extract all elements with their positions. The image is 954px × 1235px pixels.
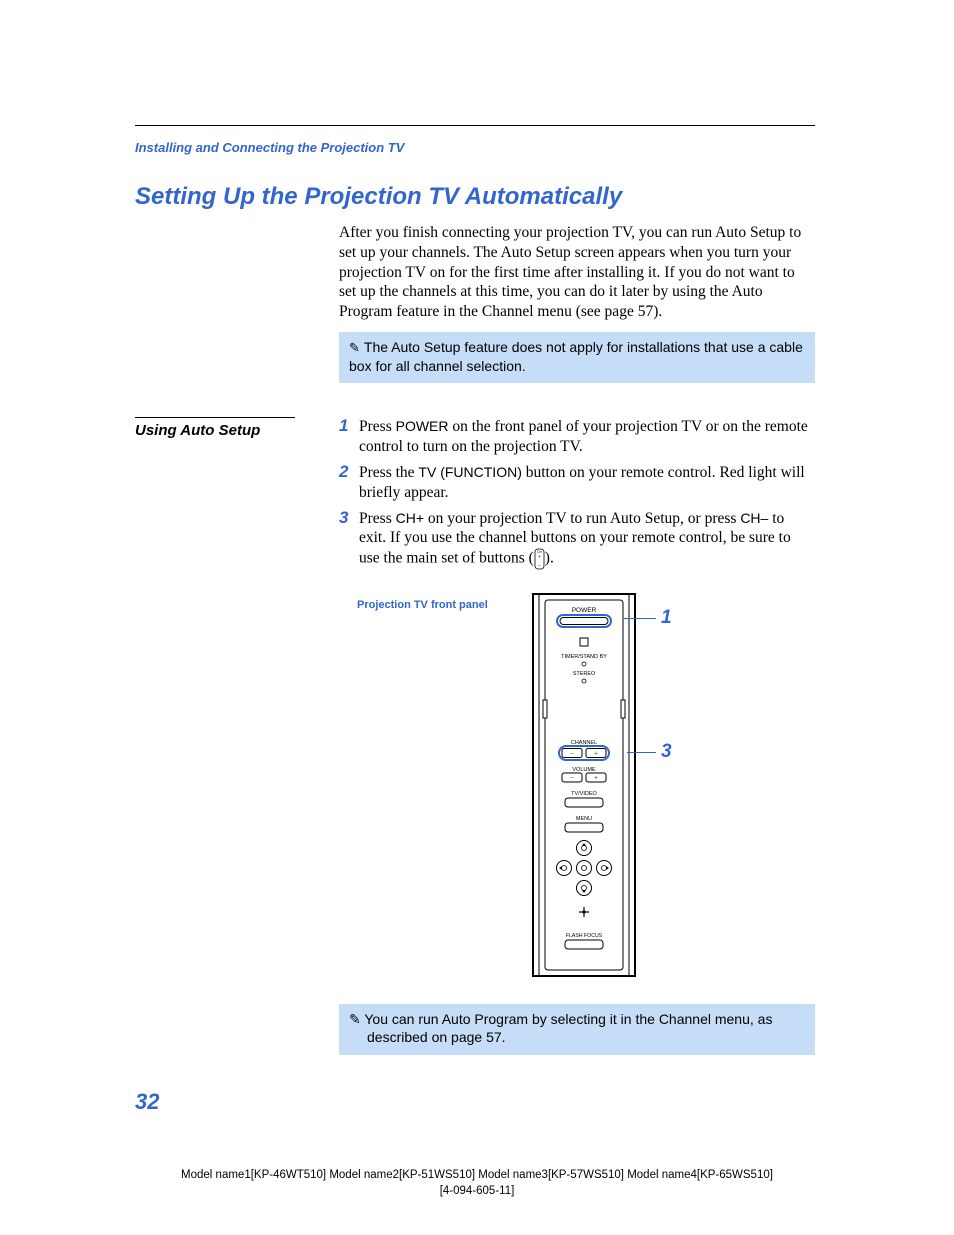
note-box-2: ✎ You can run Auto Program by selecting … xyxy=(339,1004,815,1054)
page-content: Installing and Connecting the Projection… xyxy=(135,125,815,1055)
step-number: 1 xyxy=(339,417,359,457)
step-text: Press CH+ on your projection TV to run A… xyxy=(359,509,815,571)
step-number: 3 xyxy=(339,509,359,571)
volume-label: VOLUME xyxy=(572,767,596,773)
svg-text:−: − xyxy=(570,750,574,758)
top-rule xyxy=(135,125,815,126)
tvvideo-label: TV/VIDEO xyxy=(571,791,597,797)
svg-text:+: + xyxy=(594,774,598,782)
page-title: Setting Up the Projection TV Automatical… xyxy=(135,183,815,211)
svg-text:+: + xyxy=(594,750,598,758)
section-label-column: Using Auto Setup xyxy=(135,417,339,576)
note-box-1: ✎The Auto Setup feature does not apply f… xyxy=(339,332,815,383)
key-label: CH+ xyxy=(396,510,424,526)
svg-text:−: − xyxy=(570,774,574,782)
flashfocus-label: FLASH FOCUS xyxy=(566,933,603,939)
footer-line-2: [4-094-605-11] xyxy=(440,1185,515,1197)
diagram-container: Projection TV front panel POWER TIMER/ST… xyxy=(339,586,815,986)
key-label: CH– xyxy=(740,510,768,526)
note-text-1: The Auto Setup feature does not apply fo… xyxy=(349,339,803,374)
step-text: Press the TV (FUNCTION) button on your r… xyxy=(359,463,815,503)
intro-paragraph: After you finish connecting your project… xyxy=(339,223,815,322)
step-3: 3 Press CH+ on your projection TV to run… xyxy=(339,509,815,571)
step-text: Press POWER on the front panel of your p… xyxy=(359,417,815,457)
diagram-label: Projection TV front panel xyxy=(357,599,488,611)
section-label: Using Auto Setup xyxy=(135,422,339,439)
callout-line-1 xyxy=(624,618,656,619)
steps-column: 1 Press POWER on the front panel of your… xyxy=(339,417,815,576)
footer-line-1: Model name1[KP-46WT510] Model name2[KP-5… xyxy=(181,1169,773,1181)
breadcrumb: Installing and Connecting the Projection… xyxy=(135,140,815,155)
power-label: POWER xyxy=(572,607,597,614)
callout-number-1: 1 xyxy=(661,607,672,629)
key-label: POWER xyxy=(396,418,449,434)
front-panel-diagram: POWER TIMER/STAND BY STEREO CHANNEL − + … xyxy=(531,592,637,978)
step-number: 2 xyxy=(339,463,359,503)
svg-text:CH: CH xyxy=(537,550,543,554)
channel-button-icon: CH+ − xyxy=(534,548,545,570)
section-row: Using Auto Setup 1 Press POWER on the fr… xyxy=(135,417,815,576)
note-icon: ✎ xyxy=(349,340,360,357)
step-2: 2 Press the TV (FUNCTION) button on your… xyxy=(339,463,815,503)
menu-label: MENU xyxy=(576,816,592,822)
callout-line-3 xyxy=(627,752,656,753)
note-icon: ✎ xyxy=(349,1011,361,1027)
note-text-2: You can run Auto Program by selecting it… xyxy=(364,1011,772,1045)
svg-text:−: − xyxy=(538,563,542,569)
callout-number-3: 3 xyxy=(661,741,672,763)
svg-text:+: + xyxy=(538,555,542,561)
step-1: 1 Press POWER on the front panel of your… xyxy=(339,417,815,457)
footer: Model name1[KP-46WT510] Model name2[KP-5… xyxy=(0,1168,954,1199)
section-rule xyxy=(135,417,295,418)
timer-label: TIMER/STAND BY xyxy=(561,654,607,660)
stereo-label: STEREO xyxy=(573,671,596,677)
page-number: 32 xyxy=(135,1089,159,1115)
key-label: TV (FUNCTION) xyxy=(418,464,521,480)
